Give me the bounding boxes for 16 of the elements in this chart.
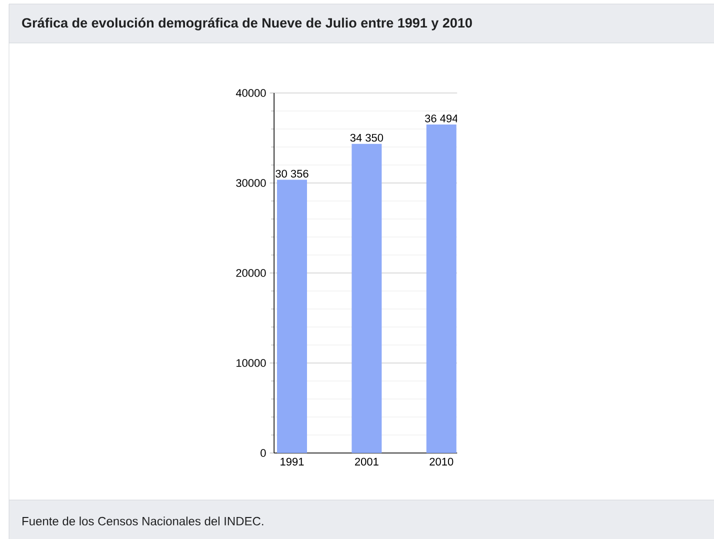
x-tick-label: 2010 <box>430 458 454 466</box>
data-label: 36 494 <box>424 114 458 122</box>
data-label: 34 350 <box>350 134 384 142</box>
bar <box>426 124 456 453</box>
bar <box>352 144 382 453</box>
chart-title: Gráfica de evolución demográfica de Nueve de Julio entre 1991 y 2010 <box>22 18 472 30</box>
y-tick-label: 10000 <box>236 359 266 367</box>
y-tick-label: 20000 <box>236 269 266 277</box>
y-tick-label: 0 <box>260 449 266 457</box>
x-tick-label: 2001 <box>355 458 378 466</box>
y-tick-label: 40000 <box>236 89 266 97</box>
bar <box>277 180 308 453</box>
data-label: 30 356 <box>276 170 308 178</box>
y-tick-label: 30000 <box>236 179 266 187</box>
source-note: Fuente de los Censos Nacionales del INDEC. <box>22 516 264 526</box>
x-tick-label: 1991 <box>280 458 304 466</box>
